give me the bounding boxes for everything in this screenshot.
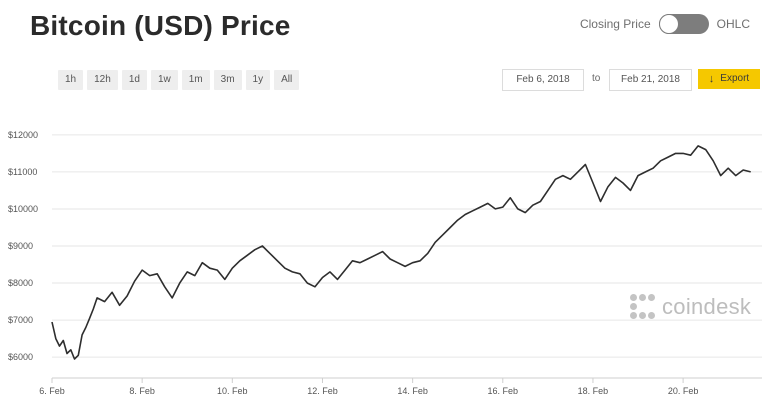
x-tick-label: 20. Feb (668, 386, 699, 396)
toggle-knob (658, 14, 679, 34)
coindesk-watermark: coindesk (630, 294, 751, 320)
y-tick-label: $10000 (8, 204, 38, 214)
range-button-1w[interactable]: 1w (150, 70, 178, 90)
download-arrow-icon: ↓ (708, 73, 715, 85)
time-range-buttons: 1h 12h 1d 1w 1m 3m 1y All (58, 70, 303, 90)
export-label: Export (720, 73, 750, 84)
price-series-line (51, 145, 751, 360)
range-button-3m[interactable]: 3m (213, 70, 242, 90)
x-tick-label: 18. Feb (578, 386, 609, 396)
export-button[interactable]: ↓ Export (698, 69, 760, 89)
x-tick-label: 8. Feb (129, 386, 155, 396)
grid-lines (52, 134, 762, 379)
y-tick-label: $6000 (8, 352, 33, 362)
date-to-label: to (592, 73, 601, 84)
y-axis-ticks: $6000 $7000 $8000 $9000 $10000 $11000 $12000 (8, 130, 38, 362)
x-tick-label: 14. Feb (397, 386, 428, 396)
x-tick-label: 10. Feb (217, 386, 248, 396)
range-button-1d[interactable]: 1d (121, 70, 147, 90)
y-tick-label: $9000 (8, 241, 33, 251)
range-button-all[interactable]: All (274, 70, 300, 90)
y-tick-label: $11000 (8, 167, 37, 177)
range-button-12h[interactable]: 12h (87, 70, 118, 90)
range-button-1y[interactable]: 1y (245, 70, 271, 90)
x-axis-ticks: 6. Feb 8. Feb 10. Feb 12. Feb 14. Feb 16. Feb… (39, 378, 698, 396)
x-tick-label: 12. Feb (307, 386, 338, 396)
x-tick-label: 6. Feb (39, 386, 65, 396)
watermark-text: coindesk (662, 294, 752, 319)
date-from-input[interactable]: Feb 6, 2018 (502, 69, 584, 91)
ohlc-label: OHLC (716, 17, 750, 31)
y-tick-label: $8000 (8, 278, 33, 288)
price-mode-toggle-group: Closing Price OHLC (580, 14, 750, 34)
coindesk-logo-icon (630, 294, 656, 320)
page-title: Bitcoin (USD) Price (30, 10, 291, 41)
y-tick-label: $7000 (8, 315, 33, 325)
x-tick-label: 16. Feb (488, 386, 519, 396)
closing-price-label: Closing Price (579, 17, 651, 31)
date-to-input[interactable]: Feb 21, 2018 (609, 69, 692, 91)
range-button-1h[interactable]: 1h (58, 70, 84, 90)
y-tick-label: $12000 (8, 130, 38, 140)
range-button-1m[interactable]: 1m (181, 70, 210, 90)
price-mode-toggle[interactable] (658, 14, 709, 34)
